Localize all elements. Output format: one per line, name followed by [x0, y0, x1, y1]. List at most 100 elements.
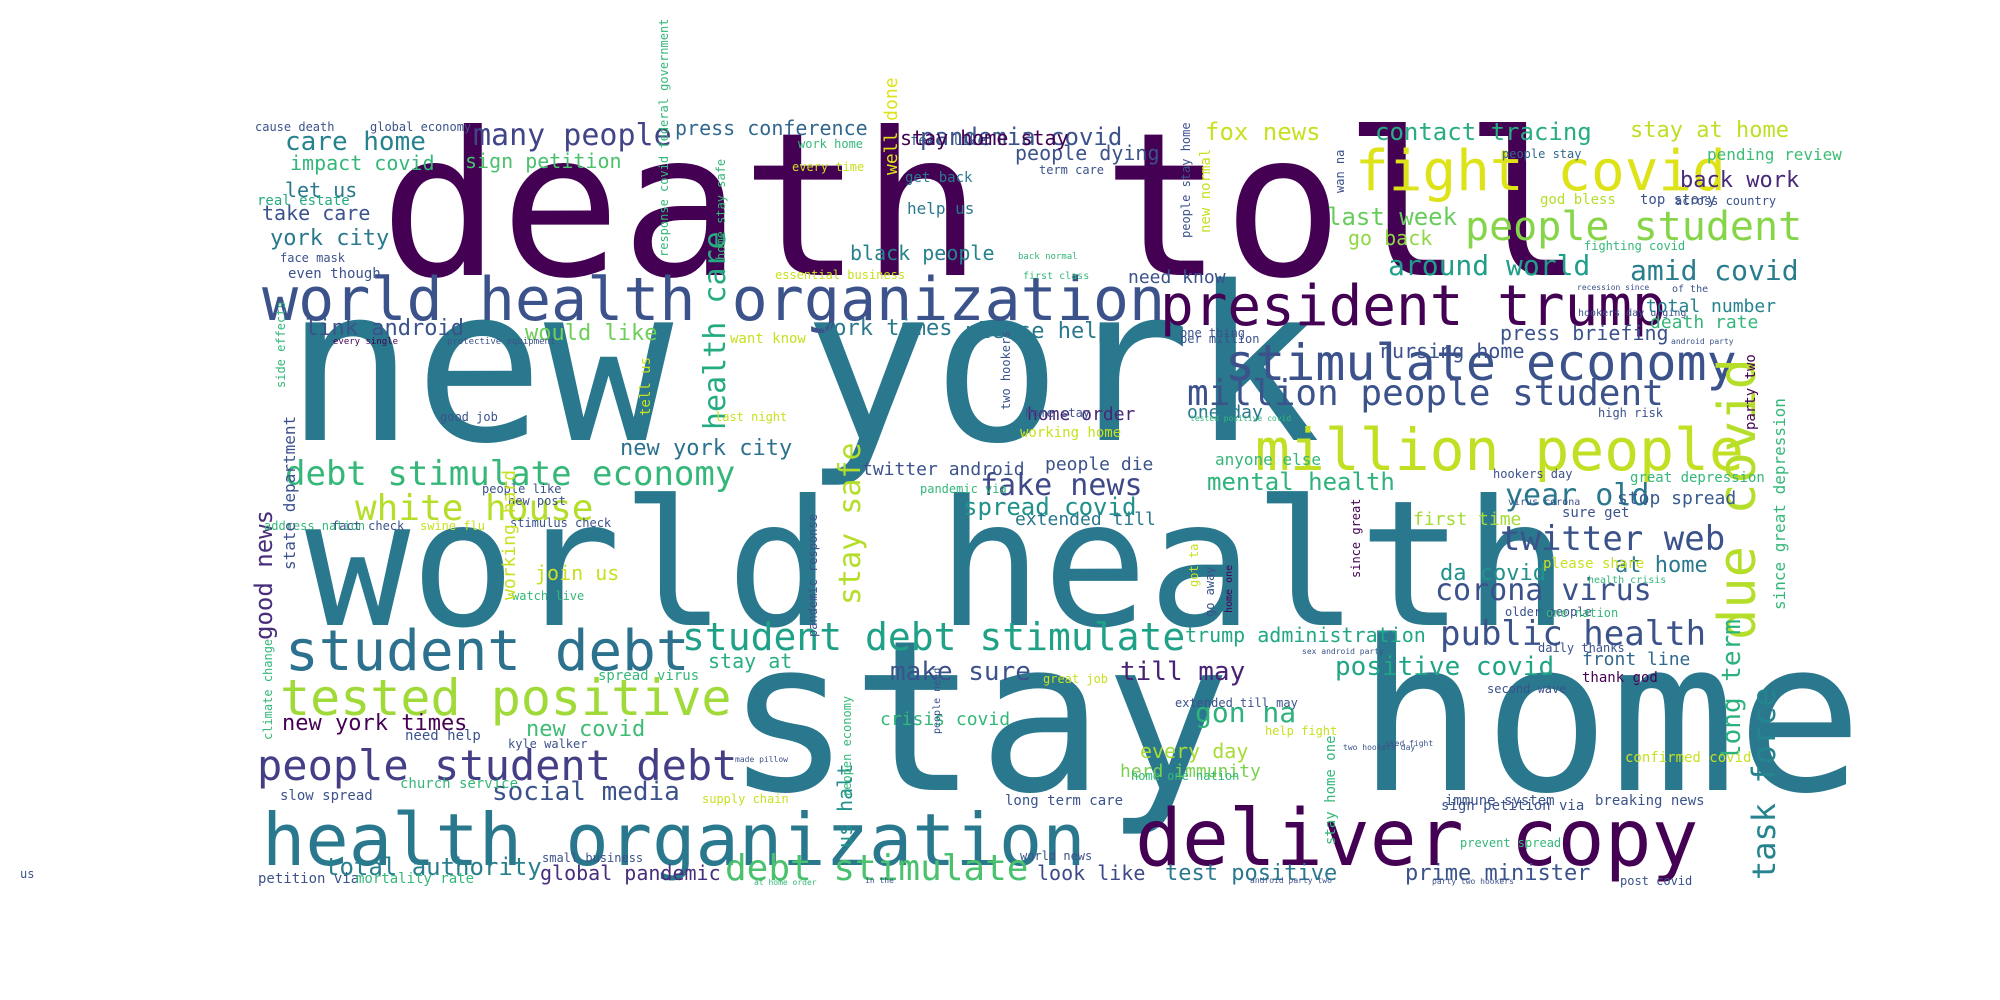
cloud-word: supply chain: [702, 792, 789, 806]
cloud-word: world news: [1020, 849, 1092, 863]
cloud-word: last night: [715, 410, 787, 424]
cloud-word: since great depression: [1770, 398, 1789, 610]
cloud-word: stay at home: [1630, 118, 1789, 143]
cloud-word: global pandemic: [540, 861, 721, 885]
cloud-word: side effects: [274, 301, 288, 388]
cloud-word: every time: [792, 160, 864, 174]
cloud-word: confirmed covid: [1625, 750, 1751, 766]
cloud-word: take care: [262, 201, 370, 225]
cloud-word: android party two: [1250, 876, 1332, 885]
cloud-word: would like: [525, 321, 657, 346]
cloud-word: small business: [542, 851, 643, 865]
cloud-word: want know: [730, 331, 806, 347]
cloud-word: president trump: [1160, 274, 1666, 339]
cloud-word: amid covid: [1630, 254, 1799, 287]
cloud-word: student debt stimulate: [682, 615, 1185, 659]
cloud-word: back normal: [1018, 252, 1078, 262]
cloud-word: social media: [492, 777, 680, 807]
cloud-word: people like: [482, 482, 561, 496]
cloud-word: even though: [288, 266, 381, 282]
cloud-word: help fight: [1265, 724, 1337, 738]
cloud-word: corona virus: [1435, 573, 1652, 608]
cloud-word: people dying: [1015, 141, 1160, 165]
cloud-word: new york city: [620, 436, 792, 461]
cloud-word: health organization: [262, 798, 1086, 882]
cloud-word: us halt: [833, 764, 857, 848]
cloud-word: great job: [1043, 672, 1108, 686]
cloud-word: good job: [440, 410, 498, 424]
cloud-word: care home: [285, 127, 426, 157]
cloud-word: gon na: [1195, 696, 1296, 729]
cloud-word: trump administration: [1185, 623, 1426, 647]
cloud-word: please help: [965, 319, 1111, 344]
cloud-word: fight covid: [1355, 139, 1726, 204]
cloud-word: stop spread: [1617, 488, 1736, 509]
cloud-word: sign petition via: [1441, 798, 1584, 814]
cloud-word: need know: [1128, 267, 1226, 288]
cloud-word: pending review: [1707, 145, 1842, 164]
cloud-word: world health organization: [262, 265, 1165, 335]
cloud-word: people stay home: [1179, 122, 1193, 238]
cloud-word: debt stimulate economy: [285, 454, 735, 494]
cloud-word: kyle walker: [508, 737, 587, 751]
cloud-word: sign petition: [465, 149, 622, 173]
cloud-word: go away: [1203, 566, 1217, 617]
cloud-word: older people: [1505, 605, 1592, 619]
cloud-word: tested positive covid: [1190, 414, 1291, 423]
cloud-word: new normal: [1198, 149, 1214, 233]
cloud-word: york city: [270, 226, 389, 251]
cloud-word: in the: [865, 876, 894, 885]
cloud-word: hookers day: [1493, 467, 1572, 481]
cloud-word: get back: [905, 170, 973, 186]
cloud-word: god bless: [1540, 192, 1616, 208]
cloud-word: prevent spread: [1460, 836, 1561, 850]
cloud-word: stay safe: [833, 442, 868, 605]
cloud-word: essential business: [775, 268, 905, 282]
cloud-word: need help: [405, 728, 481, 744]
cloud-word: people need: [932, 668, 943, 734]
cloud-word: health care: [698, 231, 733, 430]
cloud-word: sure get: [1562, 505, 1629, 521]
cloud-word: contact tracing: [1375, 118, 1592, 146]
cloud-word: party two hookers: [1432, 877, 1514, 886]
cloud-word: people die: [1045, 454, 1153, 475]
cloud-word: global economy: [370, 120, 471, 134]
cloud-word: fake news: [980, 468, 1143, 503]
cloud-word: android party: [1671, 337, 1734, 346]
cloud-word: great depression: [1630, 470, 1765, 486]
cloud-word: work home: [798, 137, 863, 151]
cloud-word: world health: [305, 464, 1569, 667]
cloud-word: of the: [1672, 284, 1708, 295]
cloud-word: anyone else: [1215, 450, 1321, 469]
cloud-word: mental health: [1207, 468, 1395, 496]
cloud-word: long term: [1717, 619, 1747, 760]
cloud-word: at home: [1615, 553, 1708, 578]
cloud-word: recession since: [1577, 283, 1649, 292]
cloud-word: task force: [1745, 687, 1783, 880]
cloud-word: made pillow: [735, 755, 788, 764]
cloud-word: home stay safe: [714, 159, 728, 260]
cloud-word: total authority: [325, 853, 542, 881]
cloud-word: top story: [1640, 192, 1716, 208]
cloud-word: please share: [1543, 556, 1644, 572]
cloud-word: per million: [1180, 332, 1259, 346]
cloud-word: watch live: [512, 589, 584, 603]
cloud-word: many people: [473, 118, 672, 153]
cloud-word: reopen economy: [840, 696, 854, 797]
cloud-word: response covid federal government: [657, 19, 671, 257]
cloud-word: nursing home: [1380, 339, 1525, 363]
cloud-word: fighting covid: [1584, 239, 1685, 253]
cloud-word: at home order: [754, 878, 817, 887]
cloud-word: impact covid: [290, 151, 435, 175]
cloud-word: one thing: [1180, 326, 1245, 340]
cloud-word: well done: [881, 77, 902, 175]
cloud-word: stay home stay: [900, 126, 1069, 150]
cloud-word: feel like: [910, 133, 986, 149]
cloud-word: fact check: [332, 519, 405, 533]
cloud-word: one nation: [1546, 606, 1618, 620]
cloud-word: swine flu: [420, 519, 485, 533]
cloud-word: million people student: [1187, 373, 1664, 414]
cloud-word: cause death: [255, 120, 334, 134]
cloud-word: mortality rate: [356, 871, 474, 887]
